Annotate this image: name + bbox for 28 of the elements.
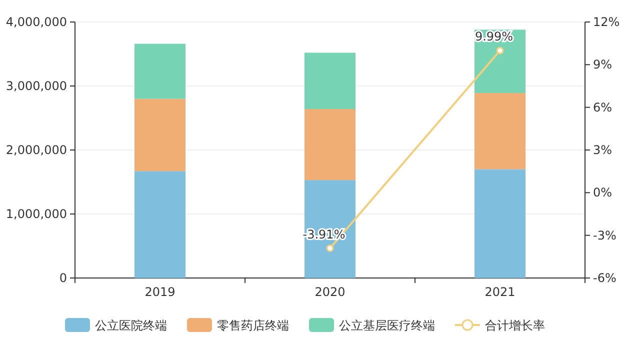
y-tick-label: 4,000,000 — [6, 15, 67, 29]
y2-tick-label: 3% — [593, 143, 612, 157]
y-tick-label: 0 — [59, 271, 67, 285]
bar — [134, 171, 186, 278]
y2-tick-label: 12% — [593, 15, 620, 29]
x-tick-label: 2019 — [144, 285, 176, 299]
bar — [304, 180, 356, 278]
x-tick-label: 2020 — [314, 285, 346, 299]
y2-tick-label: -3% — [593, 228, 616, 242]
y2-tick-label: 9% — [593, 58, 612, 72]
y-tick-label: 1,000,000 — [6, 207, 67, 221]
legend-label: 公立医院终端 — [95, 318, 167, 332]
y2-tick-label: 0% — [593, 186, 612, 200]
y2-tick-label: 6% — [593, 100, 612, 114]
bar — [304, 52, 356, 110]
y-tick-label: 3,000,000 — [6, 79, 67, 93]
legend-label: 公立基层医疗终端 — [339, 318, 435, 332]
bar — [474, 93, 526, 170]
legend-label: 合计增长率 — [485, 318, 545, 332]
bar — [134, 44, 186, 99]
bar — [304, 109, 356, 180]
bar — [474, 169, 526, 278]
x-tick-label: 2021 — [484, 285, 516, 299]
legend-label: 零售药店终端 — [217, 318, 289, 332]
y-tick-label: 2,000,000 — [6, 143, 67, 157]
bar — [134, 98, 186, 172]
data-label: 9.99% — [474, 30, 514, 44]
y2-tick-label: -6% — [593, 271, 616, 285]
